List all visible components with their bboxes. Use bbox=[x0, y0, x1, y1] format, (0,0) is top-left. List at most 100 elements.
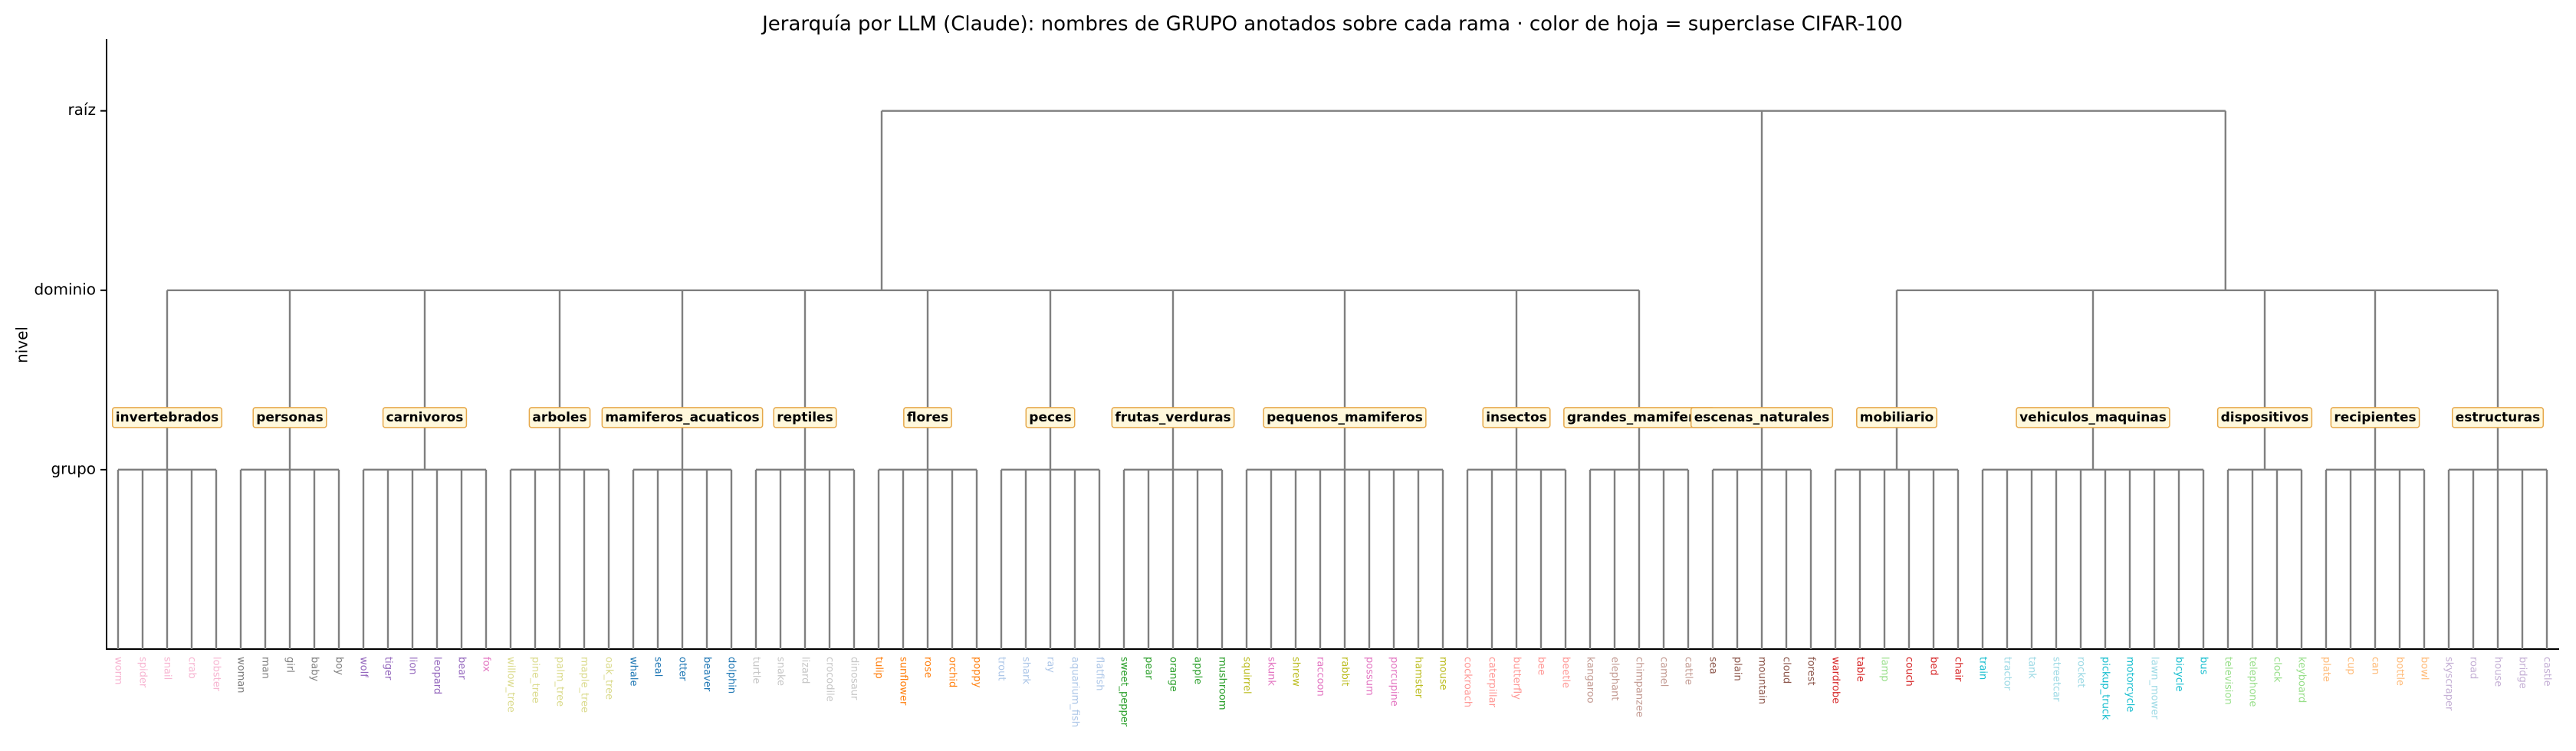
leaf-label: elephant bbox=[1609, 657, 1621, 700]
group-label: mobiliario bbox=[1856, 407, 1937, 428]
leaf-label: mouse bbox=[1438, 657, 1449, 690]
leaf-label: baby bbox=[309, 657, 320, 681]
group-label: personas bbox=[252, 407, 327, 428]
group-label-text: mobiliario bbox=[1860, 410, 1934, 425]
leaf-label: keyboard bbox=[2296, 657, 2308, 703]
leaf-label: orchid bbox=[947, 657, 958, 687]
leaf-label: possum bbox=[1364, 657, 1375, 696]
leaf-label: rabbit bbox=[1339, 657, 1351, 687]
leaf-label: bus bbox=[2198, 657, 2210, 674]
leaf-label: rocket bbox=[2075, 657, 2087, 687]
leaf-label: skyscraper bbox=[2443, 657, 2455, 711]
leaf-label: wardrobe bbox=[1830, 657, 1842, 703]
leaf-label: shark bbox=[1020, 657, 1032, 684]
group-label-box bbox=[1856, 407, 1937, 428]
leaf-label: wolf bbox=[358, 657, 370, 677]
leaf-label: spider bbox=[137, 657, 149, 688]
group-label-text: flores bbox=[907, 410, 948, 425]
leaf-label: sea bbox=[1707, 657, 1719, 674]
leaf-label: tulip bbox=[873, 657, 885, 679]
group-label-text: recipientes bbox=[2334, 410, 2416, 425]
group-label: vehiculos_maquinas bbox=[2016, 407, 2170, 428]
leaf-label: orange bbox=[1168, 657, 1179, 692]
leaf-label: clock bbox=[2272, 657, 2283, 683]
leaf-label: house bbox=[2492, 657, 2504, 687]
group-label-text: estructuras bbox=[2456, 410, 2541, 425]
leaf-label: crab bbox=[186, 657, 198, 679]
leaf-label: lawn_mower bbox=[2149, 657, 2160, 720]
group-label: frutas_verduras bbox=[1111, 407, 1235, 428]
leaf-label: dinosaur bbox=[849, 657, 860, 700]
leaf-label: rose bbox=[922, 657, 934, 678]
leaf-label: plain bbox=[1732, 657, 1743, 681]
leaf-label: bear bbox=[456, 657, 468, 680]
leaf-label: raccoon bbox=[1315, 657, 1326, 697]
group-label-box bbox=[528, 407, 591, 428]
leaf-label: aquarium_fish bbox=[1070, 657, 1081, 727]
leaf-label: plate bbox=[2321, 657, 2332, 682]
leaf-label: apple bbox=[1192, 657, 1204, 684]
leaf-label: worm bbox=[113, 657, 124, 684]
leaf-label: porcupine bbox=[1388, 657, 1400, 707]
group-label-text: personas bbox=[256, 410, 324, 425]
group-label-box bbox=[111, 407, 223, 428]
group-label: peces bbox=[1025, 407, 1076, 428]
leaf-label: sunflower bbox=[898, 657, 909, 706]
leaf-label: cloud bbox=[1781, 657, 1792, 684]
group-label: invertebrados bbox=[111, 407, 223, 428]
leaf-label: forest bbox=[1806, 657, 1817, 685]
group-label: escenas_naturales bbox=[1690, 407, 1834, 428]
leaf-label: snake bbox=[775, 657, 787, 686]
group-label: grandes_mamiferos bbox=[1563, 407, 1715, 428]
leaf-label: oak_tree bbox=[603, 657, 615, 700]
group-label: reptiles bbox=[773, 407, 837, 428]
leaf-label: lamp bbox=[1879, 657, 1891, 682]
group-label-box bbox=[1111, 407, 1235, 428]
leaf-label: train bbox=[1977, 657, 1989, 680]
leaf-label: whale bbox=[628, 657, 639, 686]
y-axis-label: nivel bbox=[13, 326, 31, 363]
leaf-label: snail bbox=[162, 657, 173, 680]
group-label-text: peces bbox=[1029, 410, 1071, 425]
leaf-label: fox bbox=[481, 657, 492, 672]
group-label-box bbox=[1025, 407, 1076, 428]
leaf-label: bowl bbox=[2419, 657, 2430, 680]
leaf-label: dolphin bbox=[726, 657, 738, 694]
leaf-label: castle bbox=[2542, 657, 2553, 687]
leaf-label: woman bbox=[235, 657, 247, 693]
group-label: arboles bbox=[528, 407, 591, 428]
leaf-label: man bbox=[260, 657, 271, 679]
leaf-label: bridge bbox=[2517, 657, 2528, 689]
group-label-text: insectos bbox=[1486, 410, 1547, 425]
group-label-text: grandes_mamiferos bbox=[1567, 410, 1711, 425]
leaf-label: tiger bbox=[383, 657, 394, 680]
leaf-label: lobster bbox=[211, 657, 222, 692]
group-label-text: arboles bbox=[532, 410, 586, 425]
leaf-label: trout bbox=[996, 657, 1007, 680]
group-label-box bbox=[903, 407, 952, 428]
group-label: recipientes bbox=[2330, 407, 2420, 428]
leaf-label: seal bbox=[652, 657, 664, 677]
leaf-label: boy bbox=[334, 657, 345, 675]
leaf-label: cockroach bbox=[1462, 657, 1474, 707]
leaf-label: streetcar bbox=[2051, 657, 2062, 702]
group-label-box bbox=[2451, 407, 2545, 428]
leaf-label: tractor bbox=[2002, 657, 2013, 691]
leaf-label: mountain bbox=[1756, 657, 1768, 704]
leaf-label: television bbox=[2223, 657, 2234, 705]
leaf-label: beaver bbox=[702, 657, 713, 692]
group-label: mamiferos_acuaticos bbox=[601, 407, 764, 428]
leaf-label: cup bbox=[2345, 657, 2357, 675]
y-tick-label: raíz bbox=[67, 100, 96, 119]
group-label-box bbox=[2330, 407, 2420, 428]
leaf-label: camel bbox=[1658, 657, 1670, 687]
leaf-label: telephone bbox=[2247, 657, 2259, 707]
group-label-box bbox=[1263, 407, 1427, 428]
group-label: insectos bbox=[1482, 407, 1551, 428]
leaf-label: squirrel bbox=[1241, 657, 1253, 694]
leaf-label: caterpillar bbox=[1487, 657, 1498, 708]
group-label-box bbox=[2216, 407, 2313, 428]
group-label-box bbox=[1690, 407, 1834, 428]
leaf-label: cattle bbox=[1683, 657, 1694, 685]
